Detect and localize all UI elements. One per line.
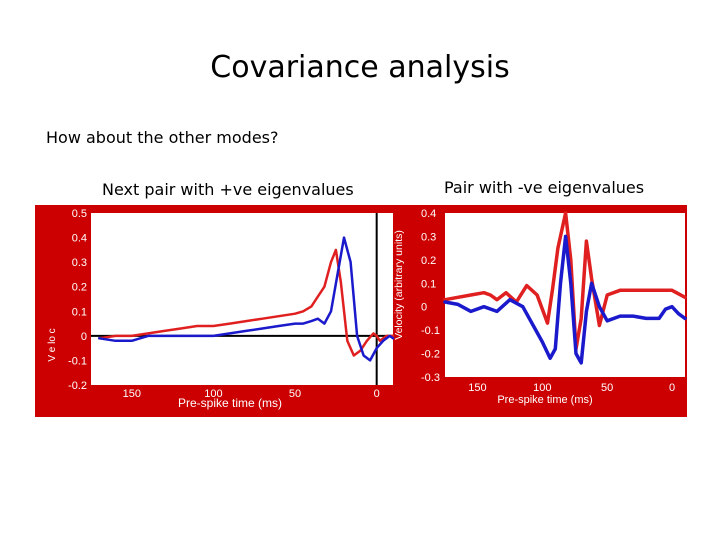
right-x-axis-label: Pre-spike time (ms) xyxy=(497,394,592,406)
right-chart: 0.4 0.3 0.2 0.1 0 -0.1 -0.2 -0.3 150 100 50 0 Pre-… xyxy=(393,208,687,406)
left-panel-caption: Next pair with +ve eigenvalues xyxy=(102,180,354,199)
right-y-tick-label: 0 xyxy=(421,302,427,314)
left-plot-area xyxy=(91,213,393,385)
right-y-axis-label: Velocity (arbitrary units) xyxy=(393,230,405,340)
left-y-axis-label: V e lo c xyxy=(47,328,58,361)
right-y-tick-label: -0.1 xyxy=(421,325,440,337)
left-x-tick-label: 0 xyxy=(374,388,380,400)
right-y-tick-label: 0.4 xyxy=(421,208,436,220)
right-x-tick-label: 100 xyxy=(533,382,551,394)
left-y-tick-label: 0.5 xyxy=(72,208,87,220)
left-series-blue-line xyxy=(97,236,395,362)
left-y-ticks: 0.5 0.4 0.3 0.2 0.1 0 -0.1 -0.2 xyxy=(68,208,87,392)
left-series-group xyxy=(91,213,395,385)
left-x-tick-label: 100 xyxy=(204,388,222,400)
right-y-tick-label: 0.1 xyxy=(421,278,436,290)
left-x-axis-label: Pre-spike time (ms) xyxy=(178,396,282,410)
right-y-tick-label: 0.3 xyxy=(421,231,436,243)
right-x-tick-label: 150 xyxy=(468,382,486,394)
left-y-tick-label: -0.1 xyxy=(68,355,87,367)
slide-subtitle: How about the other modes? xyxy=(46,128,279,147)
right-y-tick-label: -0.2 xyxy=(421,349,440,361)
right-series-blue-line xyxy=(443,234,687,365)
left-y-tick-label: -0.2 xyxy=(68,380,87,392)
eigenvector-figure: 0.5 0.4 0.3 0.2 0.1 0 -0.1 -0.2 150 100 50 0 Pre-s… xyxy=(35,205,687,417)
right-y-ticks: 0.4 0.3 0.2 0.1 0 -0.1 -0.2 -0.3 xyxy=(421,208,440,384)
right-series-red-line xyxy=(443,211,687,351)
right-panel-caption: Pair with -ve eigenvalues xyxy=(444,178,645,197)
left-x-tick-label: 150 xyxy=(123,388,141,400)
left-y-tick-label: 0.3 xyxy=(72,257,87,269)
left-y-tick-label: 0.2 xyxy=(72,282,87,294)
right-y-tick-label: 0.2 xyxy=(421,255,436,267)
left-y-tick-label: 0.1 xyxy=(72,306,87,318)
right-x-tick-label: 0 xyxy=(669,382,675,394)
left-y-tick-label: 0 xyxy=(81,331,87,343)
right-y-tick-label: -0.3 xyxy=(421,372,440,384)
left-y-tick-label: 0.4 xyxy=(72,233,87,245)
left-series-red-line xyxy=(97,248,395,357)
left-x-ticks: 150 100 50 0 xyxy=(123,388,380,400)
left-chart: 0.5 0.4 0.3 0.2 0.1 0 -0.1 -0.2 150 100 50 0 Pre-s… xyxy=(47,208,395,410)
right-series-group xyxy=(443,211,687,365)
right-x-ticks: 150 100 50 0 xyxy=(468,382,675,394)
left-x-tick-label: 50 xyxy=(289,388,301,400)
right-x-tick-label: 50 xyxy=(601,382,613,394)
slide-title: Covariance analysis xyxy=(210,50,510,85)
